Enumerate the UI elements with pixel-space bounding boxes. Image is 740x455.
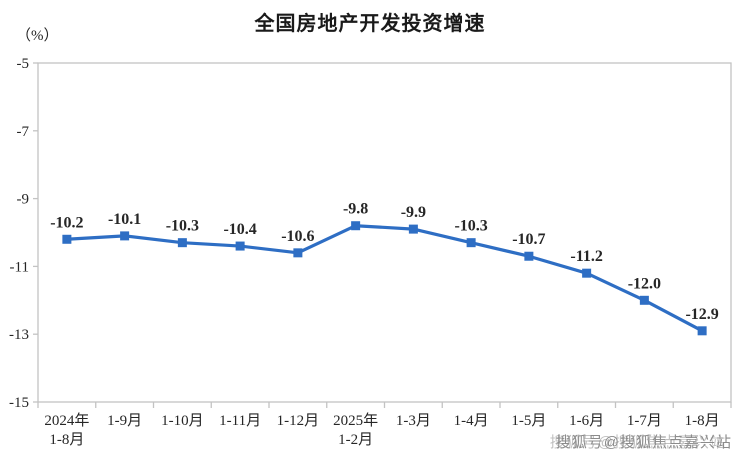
y-axis-tick-label: -11 [10, 259, 29, 275]
data-point-label: -10.2 [50, 214, 83, 231]
data-point-marker [351, 221, 361, 231]
data-point-marker [524, 251, 534, 261]
x-axis-category-label: 1-7月 [627, 413, 662, 429]
data-point-marker [466, 238, 476, 248]
data-point-marker [177, 238, 187, 248]
plot-area-border [37, 62, 732, 403]
data-point-label: -12.9 [685, 306, 718, 323]
data-point-label: -10.3 [166, 218, 199, 235]
y-axis-tick-label: -5 [17, 56, 30, 72]
y-axis-tick-label: -13 [9, 327, 29, 343]
x-axis-category-label: 2024年 [44, 412, 89, 429]
data-point-marker [235, 241, 245, 251]
x-axis-category-label: 1-12月 [277, 413, 320, 429]
data-point-marker [293, 248, 303, 258]
data-point-marker [120, 231, 130, 241]
y-axis-tick-label: -7 [17, 124, 30, 140]
data-point-label: -10.6 [281, 228, 314, 245]
data-point-label: -10.3 [454, 218, 487, 235]
x-axis-category-label: 1-10月 [161, 413, 204, 429]
chart-title: 全国房地产开发投资增速 [254, 13, 486, 35]
data-point-marker [582, 268, 592, 278]
watermark-text: 搜狐号@搜狐焦点嘉兴站 [555, 434, 732, 451]
series-line [65, 224, 704, 333]
x-axis-category-label: 1-8月 [49, 432, 84, 448]
data-point-marker [62, 234, 72, 244]
y-axis-tick-label: -9 [17, 192, 30, 208]
x-axis-category-label: 1-4月 [454, 413, 489, 429]
x-axis-category-label: 1-6月 [569, 413, 604, 429]
data-point-label: -10.1 [108, 211, 141, 228]
data-point-label: -9.9 [401, 204, 426, 221]
x-axis-category-label: 1-5月 [511, 413, 546, 429]
y-axis-tick-label: -15 [9, 395, 29, 411]
data-point-label: -9.8 [343, 201, 368, 218]
x-axis-category-label: 1-3月 [396, 413, 431, 429]
x-axis-category-label: 1-9月 [107, 413, 142, 429]
y-axis-unit-label: （%） [16, 28, 59, 44]
data-point-marker [639, 295, 649, 305]
data-point-label: -10.4 [223, 221, 256, 238]
data-point-label: -12.0 [628, 275, 661, 292]
data-point-label: -11.2 [570, 248, 602, 265]
data-point-marker [408, 224, 418, 234]
x-axis-category-label: 2025年 [333, 412, 378, 429]
x-axis-category-label: 1-2月 [338, 432, 373, 448]
data-point-label: -10.7 [512, 231, 545, 248]
x-axis-category-label: 1-11月 [219, 413, 261, 429]
x-axis-category-label: 1-8月 [685, 413, 720, 429]
data-point-marker [697, 326, 707, 336]
